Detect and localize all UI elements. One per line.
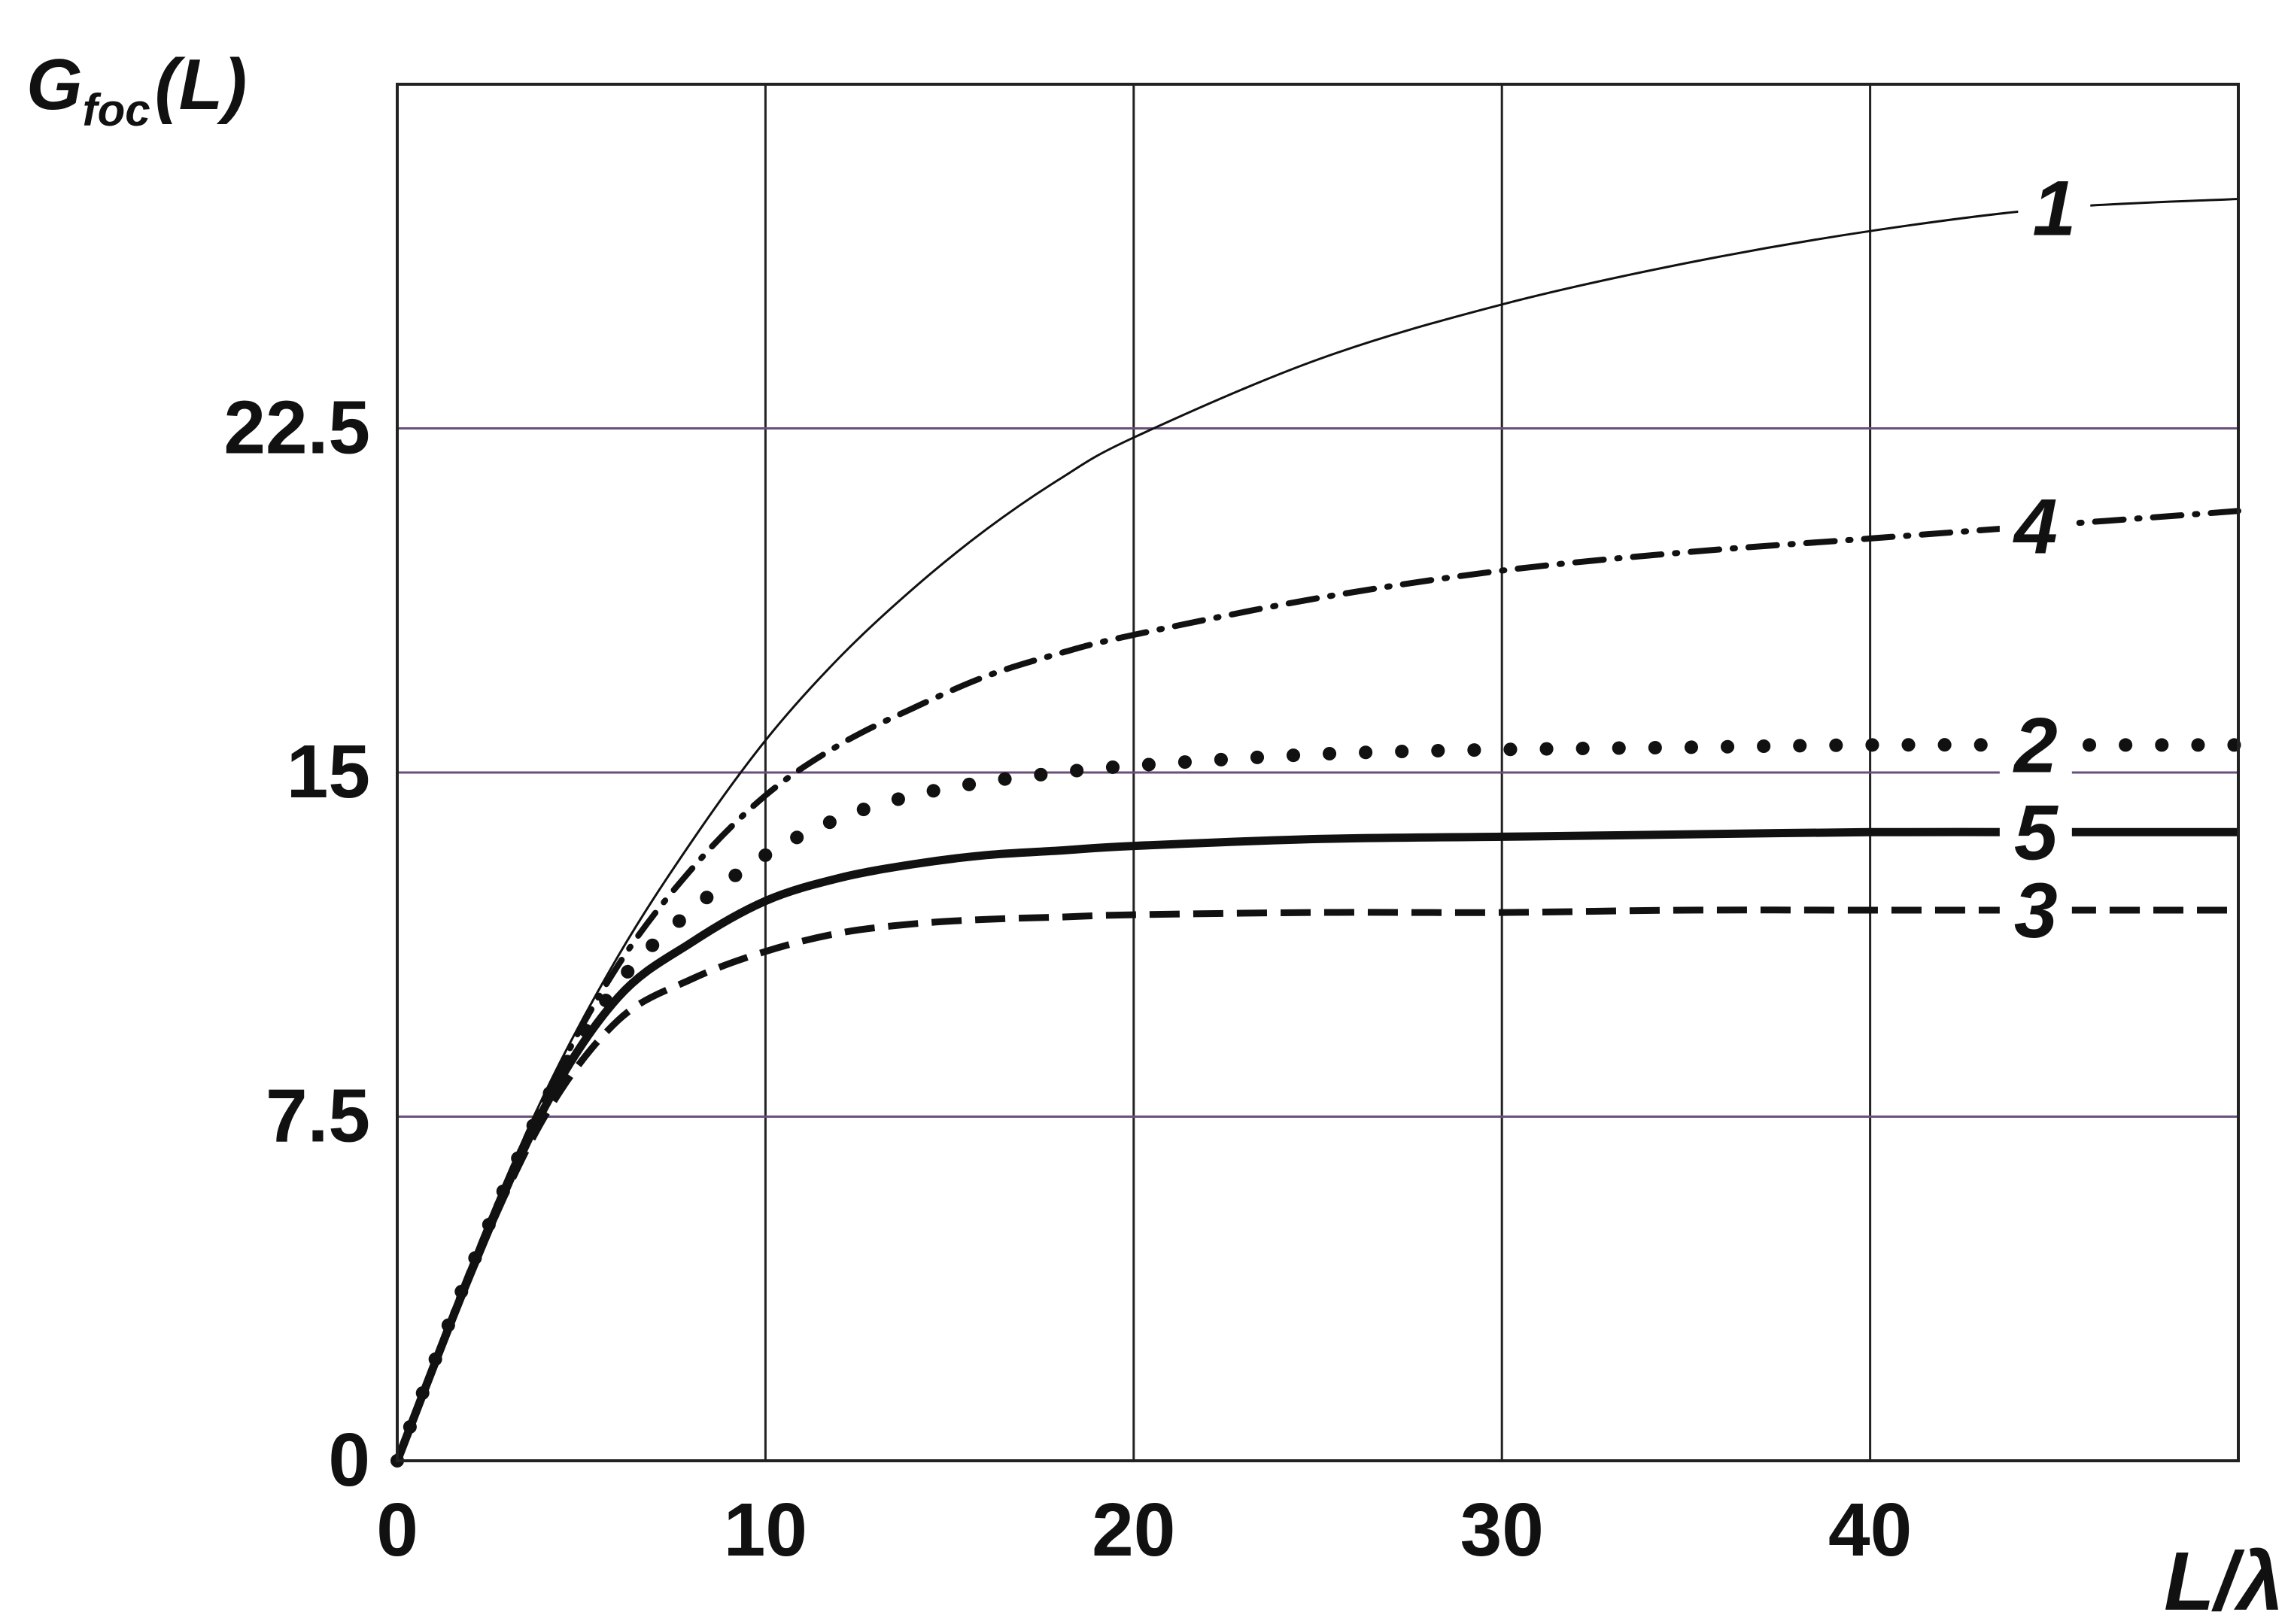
series-line-1 xyxy=(396,198,2239,1462)
x-tick-label: 10 xyxy=(724,1488,807,1572)
y-axis-title: Gfoc(L) xyxy=(26,44,247,135)
y-axis-title-main: G xyxy=(26,44,83,125)
plot-frame xyxy=(396,83,2240,1462)
y-axis-title-tail: (L) xyxy=(155,44,248,125)
plot-border xyxy=(396,83,2240,1462)
x-tick-label: 30 xyxy=(1460,1488,1544,1572)
series-line-3 xyxy=(393,906,2239,1462)
series-label-backdrop xyxy=(1999,494,2072,558)
series-label-4: 4 xyxy=(2013,483,2058,570)
y-tick-label: 15 xyxy=(287,730,370,814)
series-line-5 xyxy=(393,827,2238,1463)
y-axis-title-subscript: foc xyxy=(83,85,150,135)
series-label-backdrop xyxy=(1999,800,2072,864)
x-tick-label: 0 xyxy=(376,1488,418,1572)
y-tick-label: 22.5 xyxy=(223,386,370,470)
series-label-1: 1 xyxy=(2032,165,2076,253)
series-label-3: 3 xyxy=(2014,867,2058,955)
x-tick-label: 40 xyxy=(1828,1488,1912,1572)
series-lines xyxy=(390,198,2245,1468)
tick-labels: 0 10 20 30 40 0 7.5 15 22.5 xyxy=(223,386,1912,1573)
series-labels: 1 4 253 xyxy=(1999,165,2091,955)
series-line-4 xyxy=(394,508,2241,1464)
x-axis-title: L/λ xyxy=(2164,1535,2283,1620)
x-tick-label: 20 xyxy=(1092,1488,1175,1572)
series-label-2: 2 xyxy=(2013,702,2058,789)
series-label-backdrop xyxy=(1999,879,2072,942)
y-tick-label: 0 xyxy=(328,1418,370,1502)
series-label-5: 5 xyxy=(2014,789,2059,876)
y-tick-label: 7.5 xyxy=(266,1074,370,1158)
series-label-backdrop xyxy=(1999,713,2072,777)
series-label-backdrop xyxy=(2018,176,2091,240)
grid xyxy=(397,84,2238,1461)
